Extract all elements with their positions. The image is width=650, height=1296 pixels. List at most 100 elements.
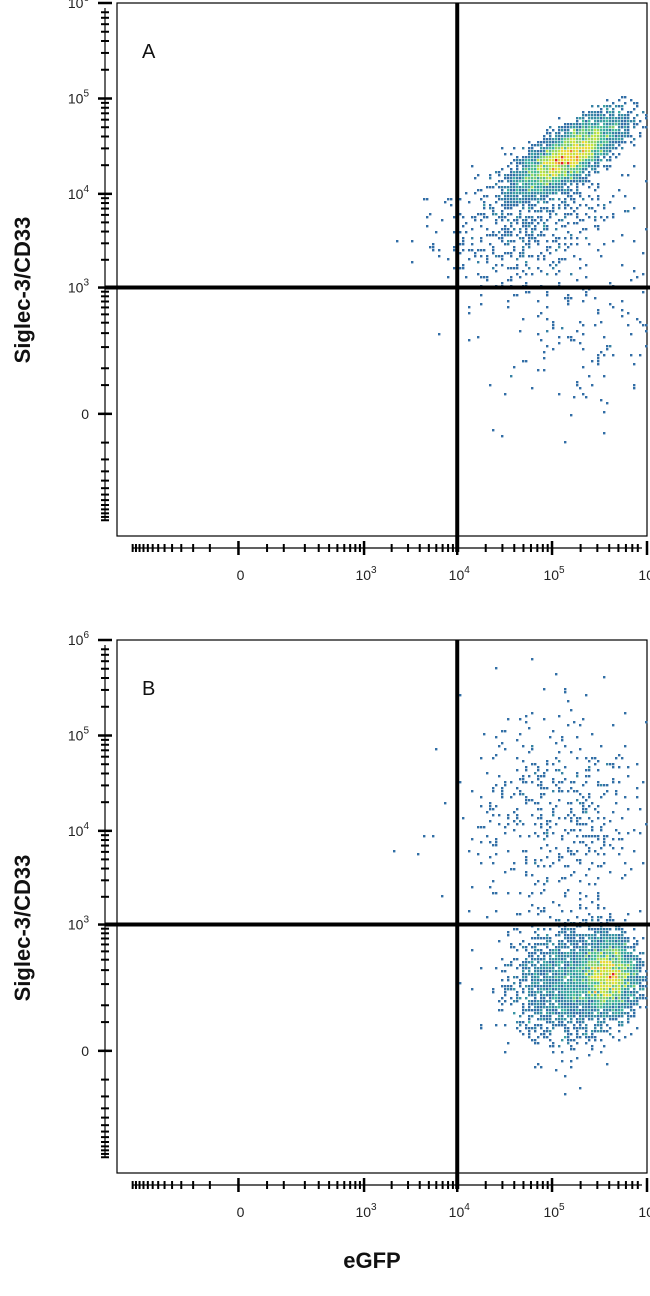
event-dot xyxy=(513,829,516,832)
event-dot xyxy=(501,255,504,258)
event-dot xyxy=(495,183,498,186)
event-dot xyxy=(522,745,525,748)
event-dot xyxy=(564,192,567,195)
event-dot xyxy=(558,135,561,138)
event-dot xyxy=(540,784,543,787)
event-dot xyxy=(525,186,528,189)
event-dot xyxy=(549,183,552,186)
event-dot xyxy=(633,982,636,985)
event-dot xyxy=(489,808,492,811)
event-dot xyxy=(615,952,618,955)
event-dot xyxy=(519,985,522,988)
event-dot xyxy=(534,994,537,997)
event-dot xyxy=(603,207,606,210)
event-dot xyxy=(582,997,585,1000)
event-dot xyxy=(582,982,585,985)
event-dot xyxy=(525,985,528,988)
event-dot xyxy=(540,216,543,219)
event-dot xyxy=(579,976,582,979)
event-dot xyxy=(585,1006,588,1009)
event-dot xyxy=(612,1003,615,1006)
event-dot xyxy=(600,847,603,850)
event-dot xyxy=(552,1006,555,1009)
event-dot xyxy=(558,183,561,186)
event-dot xyxy=(495,667,498,670)
event-dot xyxy=(543,838,546,841)
event-dot xyxy=(585,979,588,982)
event-dot xyxy=(570,967,573,970)
event-dot xyxy=(561,189,564,192)
event-dot xyxy=(582,1033,585,1036)
event-dot xyxy=(546,961,549,964)
event-dot xyxy=(528,1003,531,1006)
event-dot xyxy=(612,1036,615,1039)
event-dot xyxy=(555,186,558,189)
event-dot xyxy=(606,946,609,949)
event-dot xyxy=(570,709,573,712)
event-dot xyxy=(606,165,609,168)
event-dot xyxy=(537,216,540,219)
event-dot xyxy=(567,303,570,306)
event-dot xyxy=(633,955,636,958)
event-dot xyxy=(606,1063,609,1066)
event-dot xyxy=(531,937,534,940)
event-dot xyxy=(525,264,528,267)
event-dot xyxy=(552,267,555,270)
event-dot xyxy=(561,835,564,838)
event-dot xyxy=(609,165,612,168)
event-dot xyxy=(588,123,591,126)
event-dot xyxy=(561,856,564,859)
event-dot xyxy=(597,931,600,934)
event-dot xyxy=(576,985,579,988)
event-dot xyxy=(582,805,585,808)
event-dot xyxy=(621,928,624,931)
event-dot xyxy=(546,988,549,991)
event-dot xyxy=(591,111,594,114)
event-dot xyxy=(570,1000,573,1003)
event-dot xyxy=(429,246,432,249)
event-dot xyxy=(627,120,630,123)
event-dot xyxy=(552,321,555,324)
event-dot xyxy=(546,940,549,943)
event-dot xyxy=(504,781,507,784)
event-dot xyxy=(396,240,399,243)
event-dot xyxy=(453,246,456,249)
event-dot xyxy=(606,144,609,147)
event-dot xyxy=(540,958,543,961)
event-dot xyxy=(513,820,516,823)
event-dot xyxy=(531,168,534,171)
event-dot xyxy=(630,994,633,997)
event-dot xyxy=(591,183,594,186)
event-dot xyxy=(513,294,516,297)
event-dot xyxy=(528,1033,531,1036)
event-dot xyxy=(513,186,516,189)
event-dot xyxy=(477,853,480,856)
event-dot xyxy=(591,153,594,156)
event-dot xyxy=(606,973,609,976)
event-dot xyxy=(537,955,540,958)
event-dot xyxy=(555,973,558,976)
event-dot xyxy=(633,384,636,387)
event-dot xyxy=(591,147,594,150)
event-dot xyxy=(546,168,549,171)
event-dot xyxy=(597,117,600,120)
event-dot xyxy=(495,805,498,808)
event-dot xyxy=(561,910,564,913)
event-dot xyxy=(579,117,582,120)
event-dot xyxy=(552,207,555,210)
event-dot xyxy=(543,943,546,946)
event-dot xyxy=(516,976,519,979)
event-dot xyxy=(597,997,600,1000)
event-dot xyxy=(636,961,639,964)
event-dot xyxy=(636,997,639,1000)
event-dot xyxy=(645,126,648,129)
event-dot xyxy=(609,937,612,940)
event-dot xyxy=(582,985,585,988)
event-dot xyxy=(543,772,546,775)
event-dot xyxy=(471,165,474,168)
event-dot xyxy=(603,243,606,246)
event-dot xyxy=(570,1060,573,1063)
event-dot xyxy=(534,144,537,147)
event-dot xyxy=(618,189,621,192)
event-dot xyxy=(558,955,561,958)
